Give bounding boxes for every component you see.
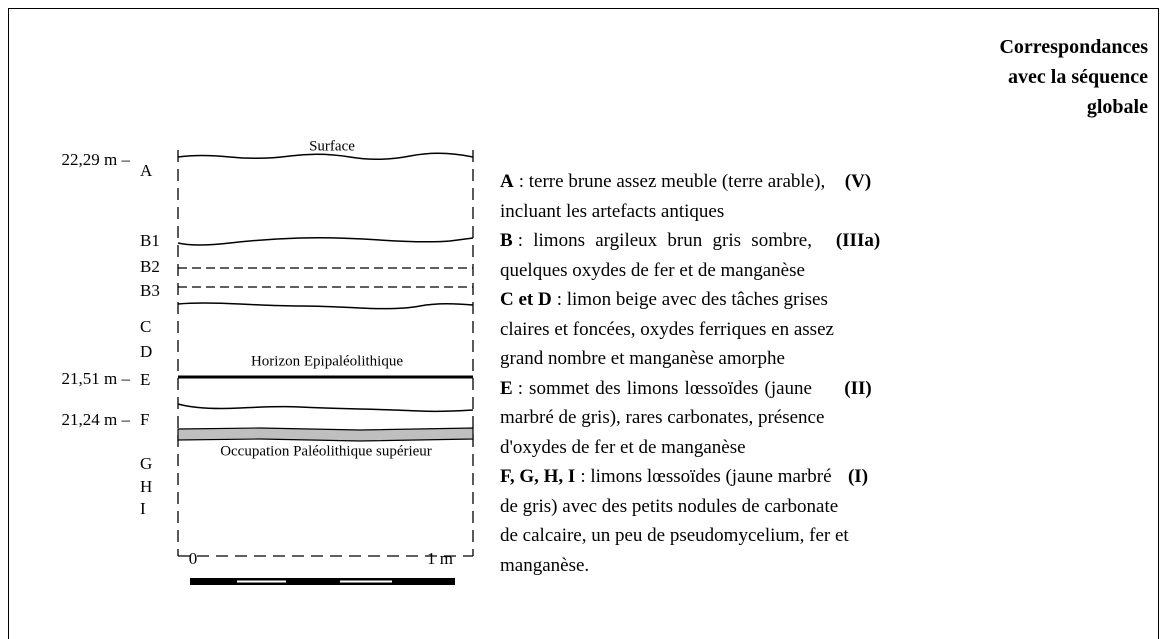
description-text: : limon beige avec des tâches grises	[556, 289, 828, 310]
header-line: globale	[1086, 96, 1148, 118]
layer-label: G	[140, 454, 152, 473]
depth-label: 21,24 m –	[62, 410, 131, 429]
description-line: E: sommet des limons lœssoïdes (jaune	[500, 374, 812, 404]
description-text: : sommet des limons lœssoïdes (jaune	[517, 377, 812, 399]
e-line	[177, 403, 474, 413]
sequence-code: (IIIa)	[835, 230, 881, 251]
surface-line	[177, 152, 474, 160]
scale-label: 1 m	[427, 549, 453, 568]
description-text: incluant les artefacts antiques	[500, 200, 725, 222]
description-text: grand nombre et manganèse amorphe	[500, 348, 785, 369]
depth-label: 21,51 m –	[62, 369, 131, 388]
scale-bar-gap	[340, 580, 392, 583]
b1-line	[177, 237, 474, 246]
description-line: claires et foncées, oxydes ferriques en …	[500, 315, 834, 345]
description-line: de gris) avec des petits nodules de carb…	[500, 492, 838, 522]
description-text: d'oxydes de fer et de manganèse	[500, 436, 746, 458]
description-line: quelques oxydes de fer et de manganèse	[500, 256, 812, 286]
sequence-code: (I)	[847, 466, 869, 487]
description-text: claires et foncées, oxydes ferriques en …	[500, 318, 834, 340]
description-text: : limons lœssoïdes (jaune marbré	[580, 466, 832, 487]
layer-label: C	[140, 317, 151, 336]
description-line: manganèse.	[500, 551, 812, 581]
layer-label: B2	[140, 257, 160, 276]
layer-label: F	[140, 410, 149, 429]
column	[177, 150, 474, 557]
c-line	[177, 302, 474, 310]
description-text: : limons argileux brun gris sombre,	[517, 230, 812, 251]
description-line: incluant les artefacts antiques	[500, 197, 812, 227]
description-key: E	[500, 377, 513, 399]
scale-bar	[190, 578, 455, 585]
scale-bar-body	[190, 578, 455, 585]
header-line: avec la séquence	[1008, 66, 1148, 88]
layer-label: E	[140, 370, 150, 389]
description-text: de gris) avec des petits nodules de carb…	[500, 495, 839, 517]
description-key: F, G, H, I	[500, 466, 576, 487]
description-text: marbré de gris), rares carbonates, prése…	[500, 407, 825, 428]
depth-label: 22,29 m –	[62, 150, 131, 169]
header-line: Correspondances	[999, 36, 1148, 58]
description-key: A	[500, 171, 514, 192]
layer-label: I	[140, 499, 146, 518]
description-key: B	[500, 230, 513, 251]
description-text: manganèse.	[500, 554, 590, 576]
description-line: F, G, H, I: limons lœssoïdes (jaune marb…	[500, 462, 832, 492]
paleo-band	[177, 427, 474, 442]
frame	[8, 8, 1159, 639]
sequence-code: (V)	[844, 171, 872, 192]
layer-label: D	[140, 342, 152, 361]
description-text: : terre brune assez meuble (terre arable…	[518, 171, 826, 192]
description-line: A: terre brune assez meuble (terre arabl…	[500, 167, 825, 197]
scale-bar-gap	[237, 580, 286, 583]
description-text: quelques oxydes de fer et de manganèse	[500, 259, 805, 281]
description-key: C et D	[500, 289, 552, 310]
layer-label: B3	[140, 281, 160, 300]
description-line: d'oxydes de fer et de manganèse	[500, 433, 812, 463]
layer-label: H	[140, 477, 152, 496]
description-line: grand nombre et manganèse amorphe	[500, 344, 812, 374]
description-line: B: limons argileux brun gris sombre,	[500, 226, 812, 256]
description-line: marbré de gris), rares carbonates, prése…	[500, 403, 824, 433]
sequence-code: (II)	[844, 377, 872, 399]
description-line: de calcaire, un peu de pseudomycelium, f…	[500, 521, 849, 551]
layer-label: A	[140, 161, 153, 180]
surface-label: Surface	[309, 138, 355, 154]
horizon-label: Horizon Epipaléolithique	[251, 353, 403, 369]
horizon-label: Occupation Paléolithique supérieur	[220, 443, 432, 459]
description-line: C et D: limon beige avec des tâches gris…	[500, 285, 828, 315]
description-text: de calcaire, un peu de pseudomycelium, f…	[500, 525, 849, 546]
layer-label: B1	[140, 231, 160, 250]
scale-label: 0	[189, 549, 198, 568]
